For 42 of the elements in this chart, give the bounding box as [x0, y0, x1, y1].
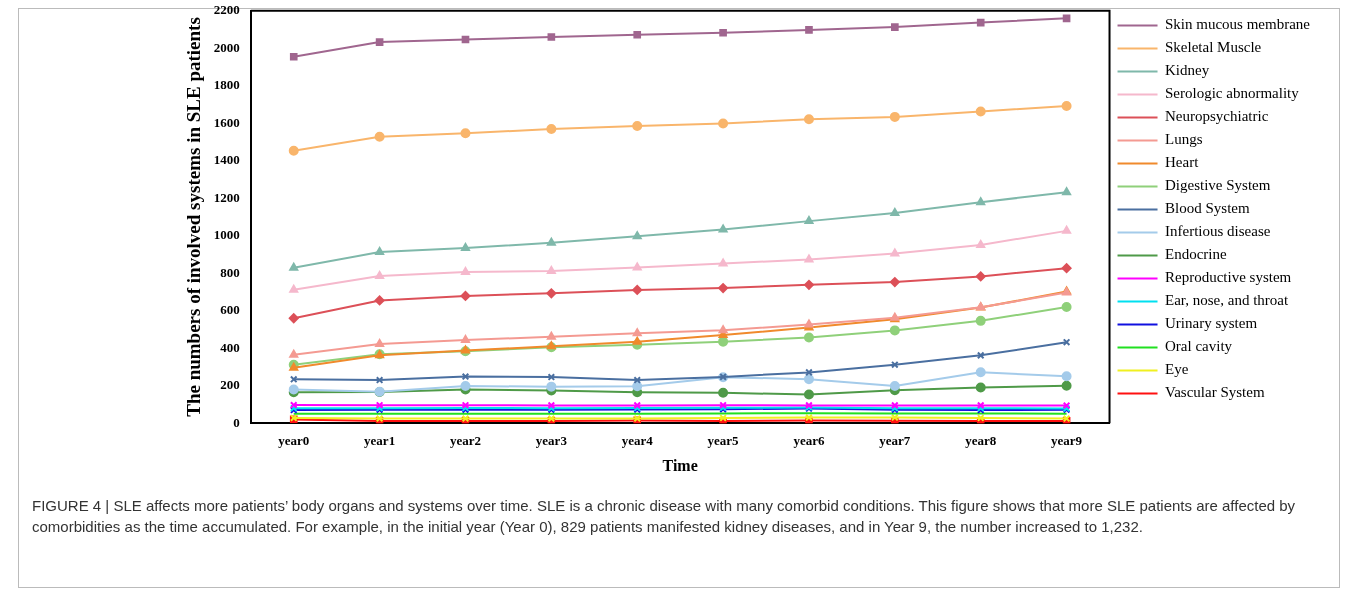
legend-label: Infertious disease [1165, 223, 1271, 240]
x-tick-label: year0 [278, 433, 310, 449]
x-tick-label: year5 [707, 433, 740, 449]
legend-label: Kidney [1165, 62, 1210, 79]
legend-label: Ear, nose, and throat [1165, 292, 1289, 309]
x-tick-label: year6 [793, 433, 825, 449]
legend-label: Skin mucous membrane [1165, 16, 1311, 33]
x-tick-label: year9 [1051, 433, 1083, 449]
y-axis-title: The numbers of involved systems in SLE patients [183, 17, 205, 417]
x-tick-label: year1 [364, 433, 396, 449]
legend-label: Skeletal Muscle [1165, 39, 1262, 56]
y-tick-label: 600 [220, 302, 240, 318]
legend-label: Heart [1165, 154, 1200, 171]
legend-label: Reproductive system [1165, 269, 1292, 286]
y-tick-label: 0 [233, 414, 240, 430]
y-tick-label: 1200 [213, 189, 240, 205]
legend-label: Endocrine [1165, 246, 1228, 263]
legend-label: Urinary system [1165, 315, 1258, 332]
legend-label: Eye [1165, 361, 1189, 378]
x-tick-label: year3 [535, 433, 568, 449]
y-tick-label: 1000 [213, 227, 240, 243]
x-tick-label: year4 [621, 433, 654, 449]
legend-label: Lungs [1165, 131, 1203, 148]
y-tick-label: 1400 [213, 152, 240, 168]
caption: FIGURE 4 | SLE affects more patients’ body organs and systems over time. SLE is a chronic disease with many comorbid conditions. This figure shows that more SLE patients are affected by comorbidities as the time accumulated. For example, in the initial year (Year 0), 829 patients manifested kidney diseases, and in Year 9, the number increased to 1,232. [32, 496, 1297, 537]
y-tick-label: 2200 [213, 2, 240, 18]
y-tick-label: 800 [220, 264, 240, 280]
legend-label: Neuropsychiatric [1165, 108, 1269, 125]
x-tick-label: year2 [449, 433, 481, 449]
legend-label: Oral cavity [1165, 338, 1233, 355]
legend-label: Vascular System [1165, 384, 1265, 401]
y-tick-label: 1600 [213, 114, 240, 130]
y-tick-label: 200 [220, 377, 240, 393]
y-tick-label: 400 [220, 339, 240, 355]
y-tick-label: 1800 [213, 77, 240, 93]
legend-label: Blood System [1165, 200, 1250, 217]
x-tick-label: year7 [879, 433, 911, 449]
legend-label: Digestive System [1165, 177, 1271, 194]
x-tick-label: year8 [965, 433, 997, 449]
legend-label: Serologic abnormality [1165, 85, 1300, 102]
y-tick-label: 2000 [213, 39, 240, 55]
x-axis-title: Time [662, 456, 698, 474]
